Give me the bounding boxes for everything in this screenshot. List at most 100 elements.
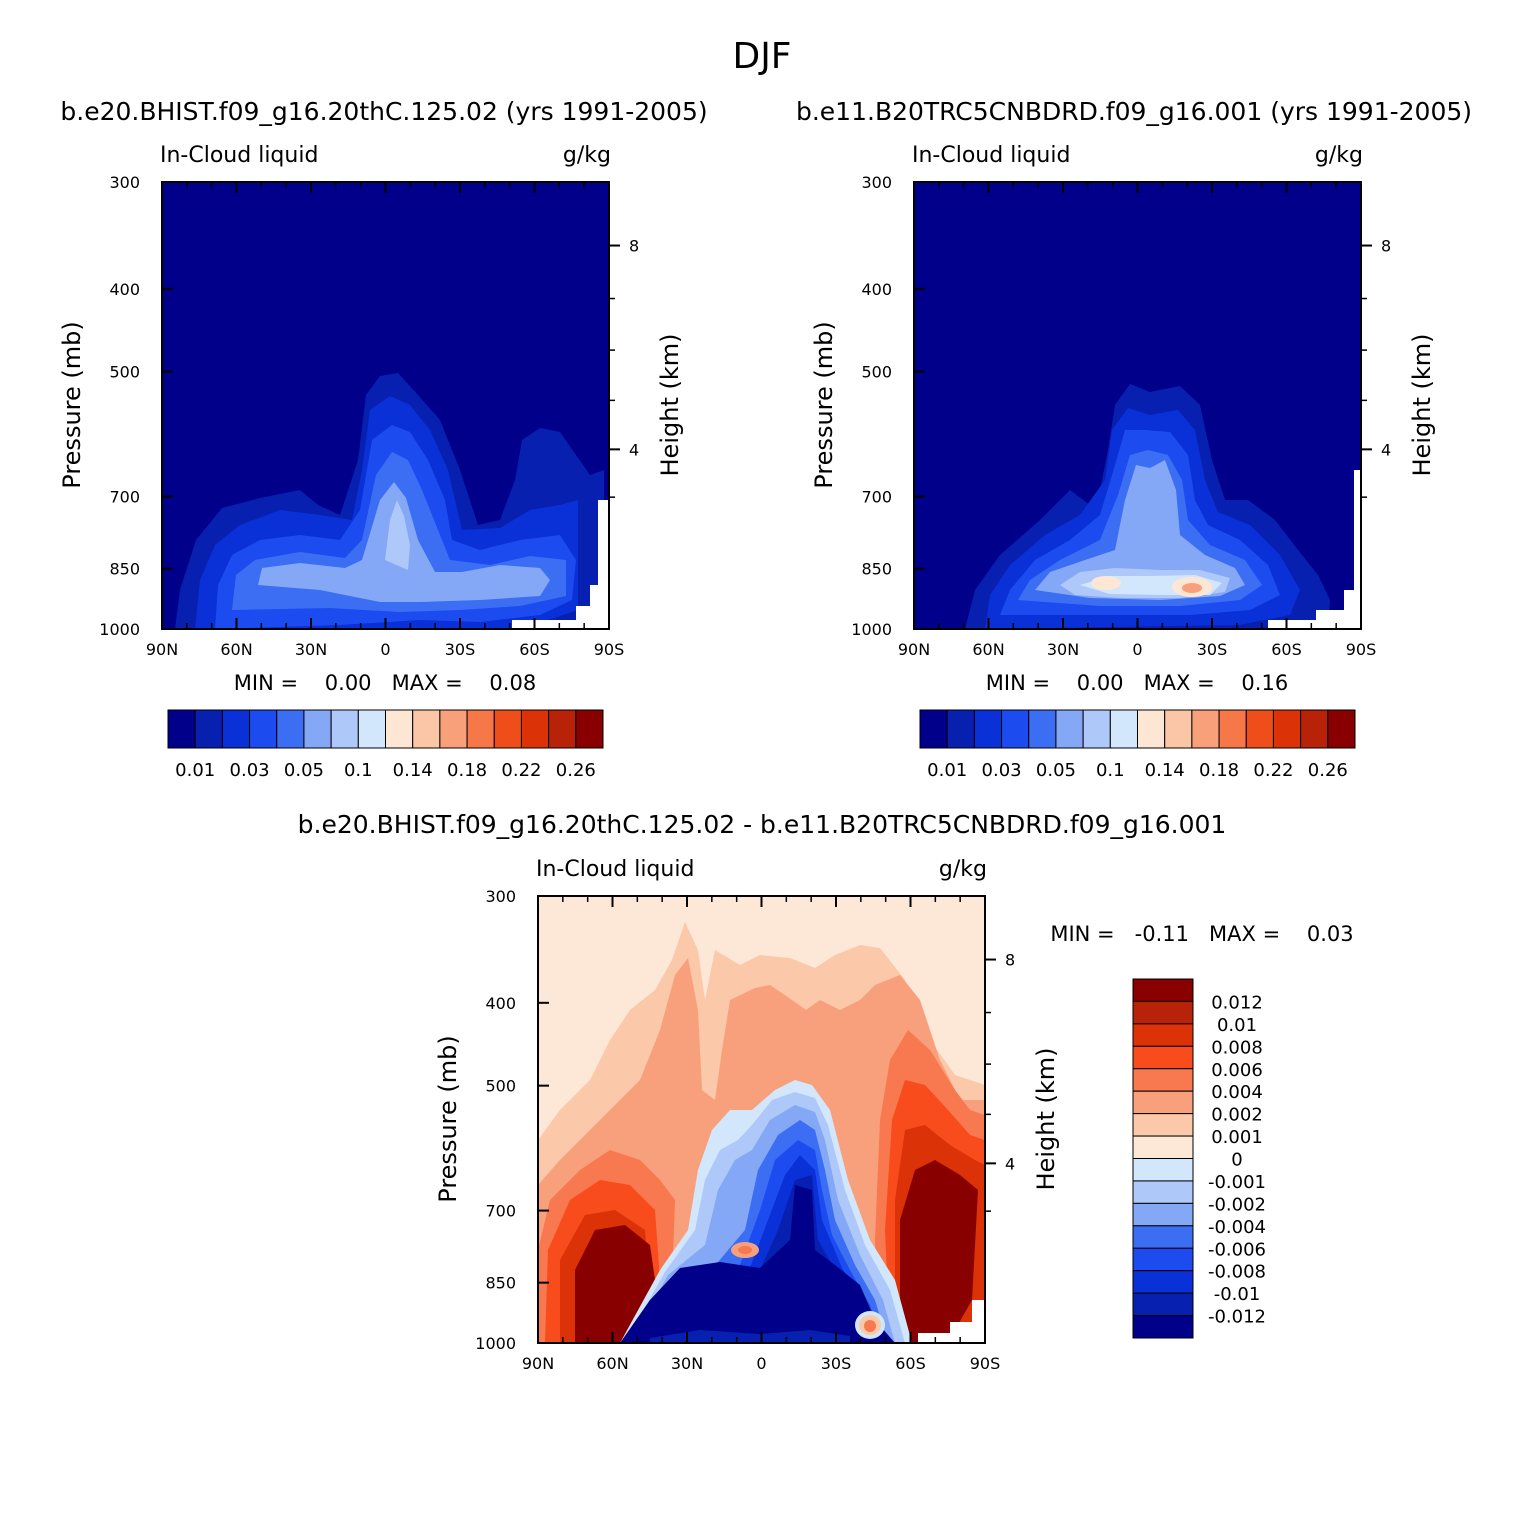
panel-case-variable: In-Cloud liquid xyxy=(160,143,318,168)
panel-case-colorbar: 0.01 0.03 0.05 0.1 0.14 0.18 0.22 0.26 xyxy=(167,709,604,781)
colorbar-swatch xyxy=(1109,709,1138,749)
y-tick-label: 500 xyxy=(109,363,140,382)
contour-pos-0.012 xyxy=(575,1225,655,1343)
colorbar-label: 0.26 xyxy=(1308,760,1348,781)
panel-difference-stats: MIN = -0.11 MAX = 0.03 xyxy=(1050,922,1353,946)
colorbar-label: 0.01 xyxy=(927,760,967,781)
colorbar-swatch xyxy=(1300,709,1329,749)
colorbar-label: 0.1 xyxy=(1096,760,1125,781)
colorbar-label: -0.006 xyxy=(1208,1239,1266,1260)
colorbar-label: -0.008 xyxy=(1208,1262,1266,1283)
y-tick-label: 850 xyxy=(109,560,140,579)
y-tick-label: 700 xyxy=(485,1202,516,1221)
colorbar-swatch xyxy=(1245,709,1274,749)
colorbar-swatch xyxy=(973,709,1003,749)
panel-control-field xyxy=(914,182,1361,629)
x-tick-label: 0 xyxy=(380,640,390,659)
y2-tick-label: 4 xyxy=(1005,1154,1015,1173)
contour-level-9 xyxy=(1182,583,1202,593)
colorbar-label: 0.03 xyxy=(982,760,1022,781)
panel-control-ylabel: Pressure (mb) xyxy=(810,321,838,488)
panel-case: b.e20.BHIST.f09_g16.20thC.125.02 (yrs 19… xyxy=(58,97,708,781)
panel-control-units: g/kg xyxy=(1315,143,1363,168)
y-tick-label: 300 xyxy=(109,173,140,192)
y-tick-label: 1000 xyxy=(475,1334,516,1353)
panel-case-axes: 90N 60N 30N 0 30S 60S 90S 300 400 500 700 850 1000 8 4 xyxy=(99,173,639,659)
panel-difference-colorbar: 0.0120.010.0080.0060.0040.0020.0010-0.00… xyxy=(1132,978,1266,1339)
colorbar-label: 0.26 xyxy=(556,760,596,781)
below-ground-mask xyxy=(1354,470,1361,629)
colorbar-label: 0.14 xyxy=(393,760,433,781)
x-tick-label: 90S xyxy=(594,640,625,659)
contour-pos-0.004 xyxy=(738,1246,752,1254)
colorbar-swatch xyxy=(1132,978,1194,1002)
colorbar-label: 0.008 xyxy=(1211,1037,1263,1058)
contour-level-5 xyxy=(1035,460,1245,600)
colorbar-swatch xyxy=(249,709,278,749)
colorbar-swatch xyxy=(1132,1023,1194,1047)
panel-difference-axes: 90N 60N 30N 0 30S 60S 90S 300 400 500 700 850 1000 8 4 xyxy=(475,887,1015,1373)
below-ground-mask xyxy=(512,620,609,629)
panel-control-axes: 90N 60N 30N 0 30S 60S 90S 300 400 500 700 850 1000 8 4 xyxy=(851,173,1391,659)
y2-tick-label: 8 xyxy=(1005,951,1015,970)
y-tick-label: 400 xyxy=(485,994,516,1013)
contour-neg-0.012 xyxy=(650,1330,850,1343)
x-tick-label: 60S xyxy=(519,640,550,659)
y-tick-label: 500 xyxy=(485,1077,516,1096)
x-tick-label: 90N xyxy=(146,640,178,659)
colorbar-swatch xyxy=(466,709,495,749)
x-tick-label: 60S xyxy=(895,1354,926,1373)
colorbar-swatch xyxy=(412,709,441,749)
panel-control-title: b.e11.B20TRC5CNBDRD.f09_g16.001 (yrs 199… xyxy=(796,97,1472,126)
panel-control: b.e11.B20TRC5CNBDRD.f09_g16.001 (yrs 199… xyxy=(796,97,1472,781)
panel-case-stats: MIN = 0.00 MAX = 0.08 xyxy=(234,671,536,695)
colorbar-swatch xyxy=(1327,709,1356,749)
colorbar-swatch xyxy=(1137,709,1166,749)
colorbar-swatch xyxy=(1132,1270,1194,1294)
colorbar-label: -0.002 xyxy=(1208,1194,1266,1215)
colorbar-swatch xyxy=(493,709,522,749)
y2-tick-label: 4 xyxy=(629,440,639,459)
colorbar-label: -0.012 xyxy=(1208,1307,1266,1328)
y-tick-label: 400 xyxy=(109,280,140,299)
colorbar-swatch xyxy=(946,709,975,749)
x-tick-label: 60N xyxy=(972,640,1004,659)
colorbar-swatch xyxy=(520,709,550,749)
colorbar-label: 0.05 xyxy=(284,760,324,781)
x-tick-label: 60N xyxy=(220,640,252,659)
colorbar-swatch xyxy=(1132,1202,1194,1227)
x-tick-label: 30S xyxy=(445,640,476,659)
panel-case-y2label: Height (km) xyxy=(656,334,684,477)
colorbar-swatch xyxy=(1132,1068,1194,1092)
contour-pos-0.004 xyxy=(864,1320,876,1332)
colorbar-swatch xyxy=(1132,1113,1194,1137)
x-tick-label: 90N xyxy=(898,640,930,659)
colorbar-swatch xyxy=(1055,709,1084,749)
colorbar-label: 0.001 xyxy=(1211,1127,1263,1148)
colorbar-swatch xyxy=(1132,1135,1194,1159)
colorbar-swatch xyxy=(1132,1000,1194,1025)
x-tick-label: 90S xyxy=(970,1354,1001,1373)
colorbar-swatch xyxy=(548,709,577,749)
colorbar-swatch xyxy=(1001,709,1030,749)
panel-control-stats: MIN = 0.00 MAX = 0.16 xyxy=(986,671,1288,695)
colorbar-label: 0.006 xyxy=(1211,1060,1263,1081)
colorbar-swatch xyxy=(385,709,414,749)
colorbar-label: 0.012 xyxy=(1211,992,1263,1013)
contour-level-8 xyxy=(1091,576,1121,590)
panel-case-title: b.e20.BHIST.f09_g16.20thC.125.02 (yrs 19… xyxy=(60,97,707,126)
colorbar-label: 0.03 xyxy=(230,760,270,781)
x-tick-label: 30N xyxy=(295,640,327,659)
colorbar-label: -0.004 xyxy=(1208,1217,1266,1238)
y2-tick-label: 8 xyxy=(629,237,639,256)
colorbar-label: 0.18 xyxy=(447,760,487,781)
colorbar-swatch xyxy=(1132,1247,1194,1272)
colorbar-swatch xyxy=(1132,1045,1194,1070)
colorbar-label: 0.1 xyxy=(344,760,373,781)
y-tick-label: 700 xyxy=(109,488,140,507)
panel-difference-variable: In-Cloud liquid xyxy=(536,857,694,882)
panel-difference-ylabel: Pressure (mb) xyxy=(434,1035,462,1202)
colorbar-swatch xyxy=(357,709,386,749)
panel-control-colorbar: 0.01 0.03 0.05 0.1 0.14 0.18 0.22 0.26 xyxy=(919,709,1356,781)
